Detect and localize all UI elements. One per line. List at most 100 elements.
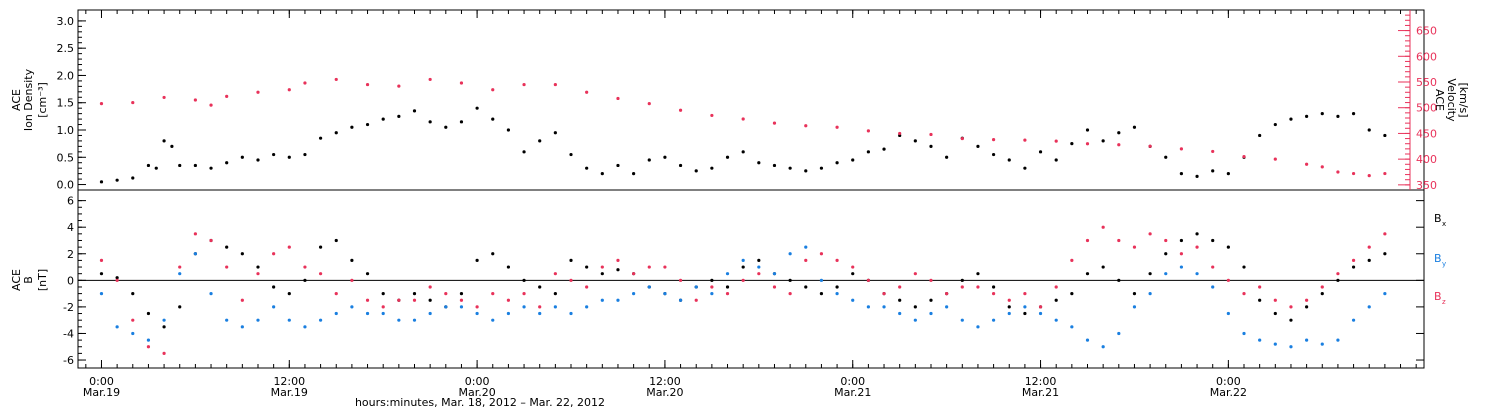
bx-point	[522, 278, 526, 282]
velocity-point	[647, 102, 651, 106]
bx-point	[287, 292, 291, 296]
by-point	[1007, 311, 1011, 316]
bz-point	[1226, 278, 1230, 282]
bz-point	[1132, 245, 1137, 249]
density-label-source: ACE	[10, 89, 23, 111]
bz-point	[1054, 285, 1058, 289]
bz-point	[553, 272, 557, 276]
bz-point	[569, 278, 573, 282]
by-point	[882, 305, 886, 309]
by-point	[1023, 305, 1027, 309]
bx-point	[365, 272, 370, 276]
velocity-point	[1179, 147, 1184, 151]
by-point	[1132, 305, 1137, 309]
bz-point	[1164, 238, 1168, 243]
bz-point	[162, 351, 166, 355]
date-tick-label: Mar.21	[834, 386, 871, 399]
bx-point	[788, 278, 792, 282]
density-point	[945, 155, 949, 159]
bx-point	[1336, 278, 1340, 282]
density-point	[663, 155, 667, 159]
by-point	[1305, 338, 1309, 342]
density-point	[1226, 172, 1230, 176]
legend-bx-label: B	[1434, 212, 1442, 225]
bx-point	[1289, 318, 1293, 322]
bx-point	[146, 311, 151, 316]
density-tick-label: 1.5	[57, 97, 75, 110]
bz-point	[318, 272, 323, 276]
bz-point	[1383, 232, 1387, 236]
bz-point	[1305, 298, 1309, 302]
bx-point	[898, 298, 902, 302]
density-point	[506, 128, 511, 132]
by-point	[397, 318, 401, 322]
density-tick-label: 0.5	[57, 151, 75, 164]
by-point	[1351, 318, 1356, 322]
velocity-label-quantity: Velocity	[1445, 78, 1458, 122]
by-point	[412, 318, 417, 322]
bz-point	[1242, 292, 1246, 296]
bz-point	[819, 252, 824, 256]
by-point	[1164, 272, 1168, 276]
bz-point	[1211, 265, 1215, 269]
bx-point	[710, 278, 714, 282]
bz-point	[475, 305, 479, 309]
bx-point	[178, 305, 182, 309]
bx-point	[272, 285, 276, 289]
velocity-point	[131, 100, 135, 105]
field-tick-label: 4	[67, 221, 74, 234]
bx-point	[1351, 265, 1356, 269]
bx-point	[1101, 265, 1105, 269]
by-point	[1383, 292, 1387, 296]
bx-point	[804, 285, 808, 289]
velocity-point	[1383, 171, 1387, 176]
bz-point	[1038, 305, 1043, 309]
density-point	[491, 117, 495, 121]
bx-point	[741, 265, 745, 269]
by-point	[866, 305, 870, 309]
density-point	[1101, 139, 1105, 143]
by-point	[663, 292, 667, 296]
by-point	[225, 318, 229, 322]
bz-point	[193, 232, 197, 236]
by-point	[491, 318, 495, 322]
by-point	[365, 311, 370, 316]
density-point	[334, 131, 338, 135]
by-point	[1226, 311, 1230, 316]
by-point	[538, 311, 542, 316]
velocity-point	[365, 82, 370, 87]
bx-point	[1226, 245, 1230, 249]
density-point	[1195, 174, 1199, 178]
density-point	[804, 169, 808, 173]
density-point	[976, 144, 980, 148]
velocity-point	[772, 121, 777, 125]
density-point	[569, 152, 573, 157]
bx-point	[162, 325, 166, 329]
density-point	[757, 161, 761, 165]
by-point	[569, 311, 573, 316]
density-point	[1054, 158, 1058, 162]
by-point	[819, 278, 824, 282]
density-point	[475, 106, 479, 110]
date-tick-label: Mar.21	[1022, 386, 1059, 399]
density-point	[929, 144, 933, 148]
bz-point	[804, 258, 808, 263]
bz-point	[585, 285, 589, 289]
by-point	[428, 311, 432, 316]
bx-point	[851, 272, 855, 276]
density-point	[256, 158, 260, 162]
field-tick-label: -6	[63, 354, 74, 367]
bx-point	[131, 292, 135, 296]
field-tick-label: 0	[67, 274, 74, 287]
by-point	[553, 305, 557, 309]
velocity-tick-label: 400	[1416, 153, 1437, 166]
legend-bz-label: B	[1434, 290, 1442, 303]
date-tick-label: Mar.19	[271, 386, 308, 399]
bx-point	[506, 265, 511, 269]
density-point	[1132, 125, 1137, 129]
velocity-point	[1211, 149, 1215, 154]
by-point	[1273, 342, 1277, 346]
bz-point	[1007, 298, 1011, 302]
